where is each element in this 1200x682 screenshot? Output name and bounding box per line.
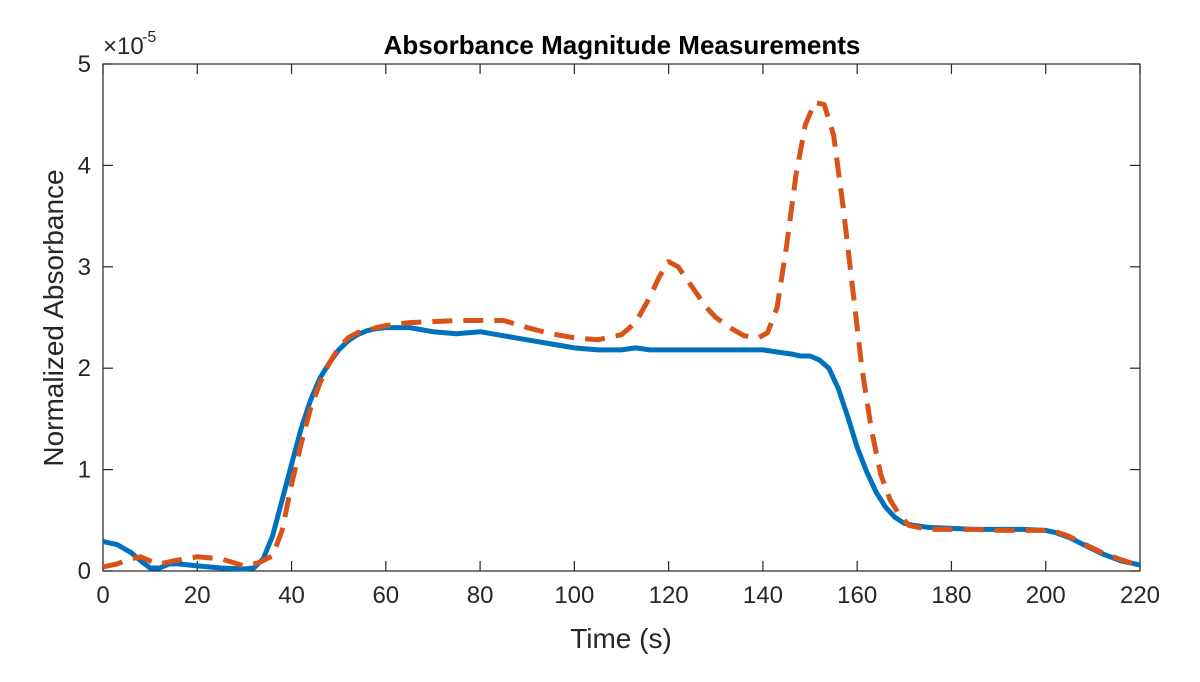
y-axis-label: Normalized Absorbance bbox=[38, 169, 69, 466]
y-tick-label: 2 bbox=[78, 355, 91, 382]
y-axis-exponent: ×10 -5 bbox=[103, 29, 156, 60]
x-tick-label: 140 bbox=[743, 582, 783, 609]
x-tick-label: 220 bbox=[1120, 582, 1160, 609]
y-tick-label: 1 bbox=[78, 457, 91, 484]
x-axis-ticks: 0 20 40 60 80 100 120 140 160 180 200 220 bbox=[96, 64, 1160, 609]
series-layer bbox=[102, 100, 1141, 572]
x-tick-label: 60 bbox=[372, 582, 399, 609]
chart-title: Absorbance Magnitude Measurements bbox=[384, 30, 861, 60]
x-tick-label: 80 bbox=[467, 582, 494, 609]
y-axis-ticks: 0 1 2 3 4 5 bbox=[78, 51, 1140, 585]
y-tick-label: 3 bbox=[78, 254, 91, 281]
x-tick-label: 0 bbox=[96, 582, 109, 609]
x-tick-label: 40 bbox=[278, 582, 305, 609]
x-tick-label: 20 bbox=[184, 582, 211, 609]
y-exponent-power: -5 bbox=[142, 29, 156, 46]
x-tick-label: 100 bbox=[554, 582, 594, 609]
plot-area-frame bbox=[102, 63, 1141, 572]
x-tick-label: 160 bbox=[837, 582, 877, 609]
y-tick-label: 0 bbox=[78, 558, 91, 585]
y-tick-label: 5 bbox=[78, 51, 91, 78]
x-axis-label: Time (s) bbox=[570, 623, 672, 654]
y-tick-label: 4 bbox=[78, 152, 91, 179]
x-tick-label: 180 bbox=[931, 582, 971, 609]
x-tick-label: 200 bbox=[1026, 582, 1066, 609]
x-tick-label: 120 bbox=[649, 582, 689, 609]
series-line-2 bbox=[102, 100, 1141, 570]
series-line-1 bbox=[102, 325, 1141, 572]
y-exponent-base: ×10 bbox=[103, 33, 144, 60]
